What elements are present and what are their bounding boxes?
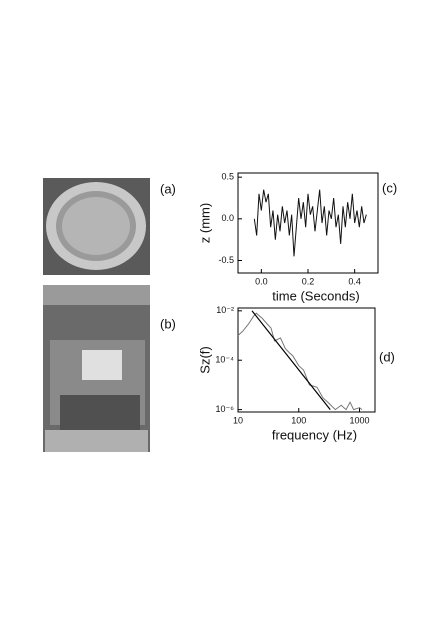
- y-tick-label: 10⁻²: [216, 305, 234, 315]
- x-tick-label: 1000: [349, 415, 369, 425]
- y-tick-label: 10⁻⁴: [215, 355, 234, 365]
- x-tick-label: 0.4: [348, 276, 361, 286]
- panel-label: (a): [160, 181, 176, 196]
- x-tick-label: 0.2: [302, 276, 315, 286]
- photo-b: [43, 285, 150, 452]
- y-tick-label: 0.0: [221, 213, 234, 223]
- data-line: [253, 189, 367, 257]
- plot-frame: [237, 172, 379, 274]
- photo-a: [43, 178, 150, 275]
- x-axis-label: frequency (Hz): [272, 427, 357, 442]
- panel-label: (b): [160, 316, 176, 331]
- panel-label: (d): [379, 349, 395, 364]
- y-tick-label: 10⁻⁶: [216, 404, 235, 414]
- x-axis-label: time (Seconds): [272, 288, 359, 303]
- x-tick-label: 0.0: [255, 276, 268, 286]
- panel-label: (c): [382, 180, 397, 195]
- y-tick-label: -0.5: [218, 255, 234, 265]
- y-tick-label: 0.5: [221, 172, 234, 182]
- data-line: [237, 312, 363, 411]
- y-axis-label: Sz(f): [197, 346, 212, 373]
- y-axis-label: z (mm): [197, 203, 212, 243]
- data-line: [251, 310, 331, 410]
- x-tick-label: 100: [291, 415, 306, 425]
- plot-frame: [237, 307, 376, 413]
- x-tick-label: 10: [233, 415, 243, 425]
